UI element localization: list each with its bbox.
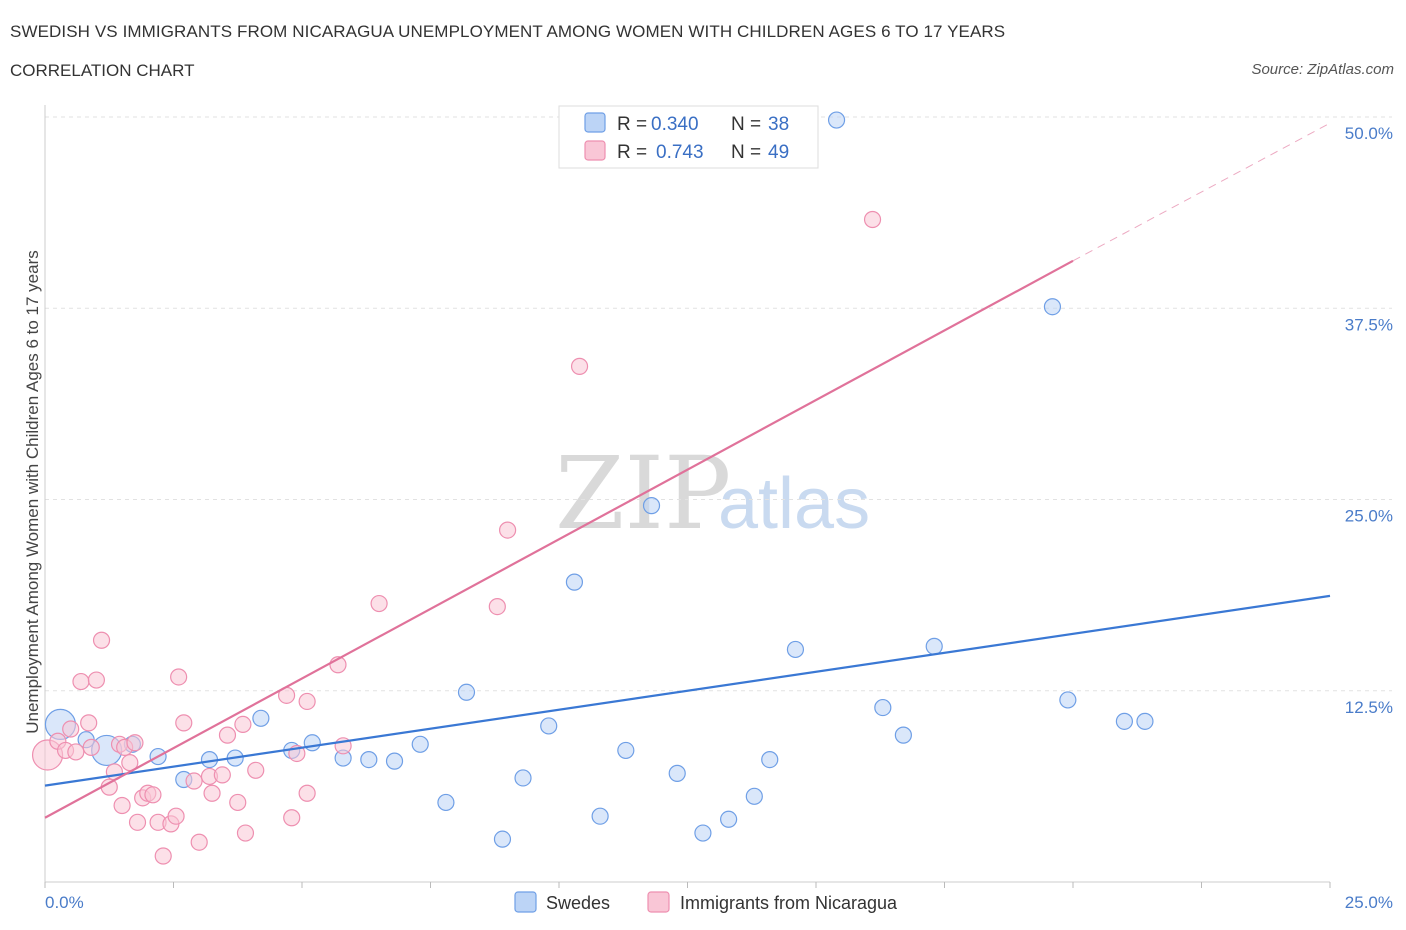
nicaragua-point [113,796,131,815]
y-tick-label: 50.0% [1345,124,1393,143]
nicaragua-point [126,734,144,752]
swedes-point [437,793,455,812]
nicaragua-point [234,715,252,734]
nicaragua-point [170,668,188,686]
swedes-point [925,637,943,655]
chart-subtitle: CORRELATION CHART [10,61,195,80]
nicaragua-point [128,813,147,831]
nicaragua-point [247,761,265,779]
swedes-point [745,787,763,805]
nicaragua-point [203,784,221,802]
swedes-point [642,497,661,515]
legend-r-label-swedes: R = [617,114,647,135]
nicaragua-point [175,714,193,732]
nicaragua-point [298,692,316,711]
swedes-point [457,683,476,701]
nicaragua-point [72,672,90,691]
nicaragua-point [236,824,255,842]
legend-r-value-swedes: 0.340 [651,114,699,135]
bottom-legend-label-swedes: Swedes [546,893,610,913]
trend-lines [44,122,1331,819]
watermark-atlas: atlas [718,464,870,544]
nicaragua-point [67,743,85,761]
swedes-point [303,734,321,752]
swedes-point [385,752,404,770]
swedes-point [1136,712,1154,730]
swedes-point [720,810,738,828]
axes: 12.5% 25.0% 37.5% 50.0% [44,105,1393,888]
swedes-point [252,709,270,727]
legend-box: R = 0.340 N = 38 R = 0.743 N = 49 [558,105,819,169]
legend-r-value-nicaragua: 0.743 [656,142,704,163]
bottom-legend: Swedes Immigrants from Nicaragua [514,891,898,913]
y-tick-label: 37.5% [1345,315,1393,334]
swedes-point [411,735,429,753]
swedes-point [694,824,712,842]
nicaragua-point [570,357,589,375]
nicaragua-point [499,521,517,539]
swedes-point [874,698,892,717]
swedes-point [591,807,609,825]
legend-n-label-swedes: N = [731,114,761,135]
swedes-point [1043,298,1062,316]
nicaragua-point [863,210,882,229]
swedes-point [827,111,846,129]
y-axis-label: Unemployment Among Women with Children A… [23,250,42,734]
bottom-legend-label-nicaragua: Immigrants from Nicaragua [680,893,898,913]
nicaragua-point [229,793,247,812]
nicaragua-point [62,720,80,738]
nicaragua-point [283,809,301,827]
nicaragua-point [154,847,172,865]
legend-n-value-nicaragua: 49 [768,142,789,163]
swedes-point [1115,712,1134,730]
swedes-point [540,717,558,735]
chart-title: SWEDISH VS IMMIGRANTS FROM NICARAGUA UNE… [10,22,1006,41]
swedes-trend-line [44,594,1331,787]
swedes-point [894,726,912,744]
swedes-point [565,573,584,591]
nicaragua-trend-extension [1072,122,1331,262]
nicaragua-point [144,786,162,804]
nicaragua-point [488,597,506,616]
nicaragua-point [82,738,100,756]
nicaragua-point [213,766,231,784]
swedes-point [360,750,378,769]
swedes-point [761,750,779,769]
swedes-point [786,640,805,659]
y-tick-label: 12.5% [1345,698,1393,717]
nicaragua-point [218,726,237,744]
swedes-point [1059,691,1077,709]
x-tick-label-max: 25.0% [1345,893,1393,912]
legend-swatch-swedes [584,112,606,133]
swedes-point [493,830,512,848]
swedes-point [514,769,532,787]
source-label: Source: ZipAtlas.com [1251,61,1394,78]
grid-lines [45,116,1392,692]
legend-n-label-nicaragua: N = [731,142,761,163]
legend-swatch-nicaragua [584,140,606,161]
bottom-legend-swatch-nicaragua [647,891,670,913]
nicaragua-point [370,594,388,613]
legend-r-label-nicaragua: R = [617,142,647,163]
nicaragua-point [167,807,185,825]
nicaragua-point [190,833,208,851]
x-tick-label-min: 0.0% [45,893,84,912]
nicaragua-point [298,784,316,802]
nicaragua-trend-line [44,259,1074,819]
nicaragua-point [87,671,106,689]
swedes-point [668,764,686,782]
nicaragua-point [80,714,98,732]
nicaragua-point [185,772,203,790]
legend-n-value-swedes: 38 [768,114,789,135]
bottom-legend-swatch-swedes [514,891,537,913]
nicaragua-point [92,631,111,649]
y-tick-label: 25.0% [1345,507,1393,526]
swedes-point [617,741,635,760]
